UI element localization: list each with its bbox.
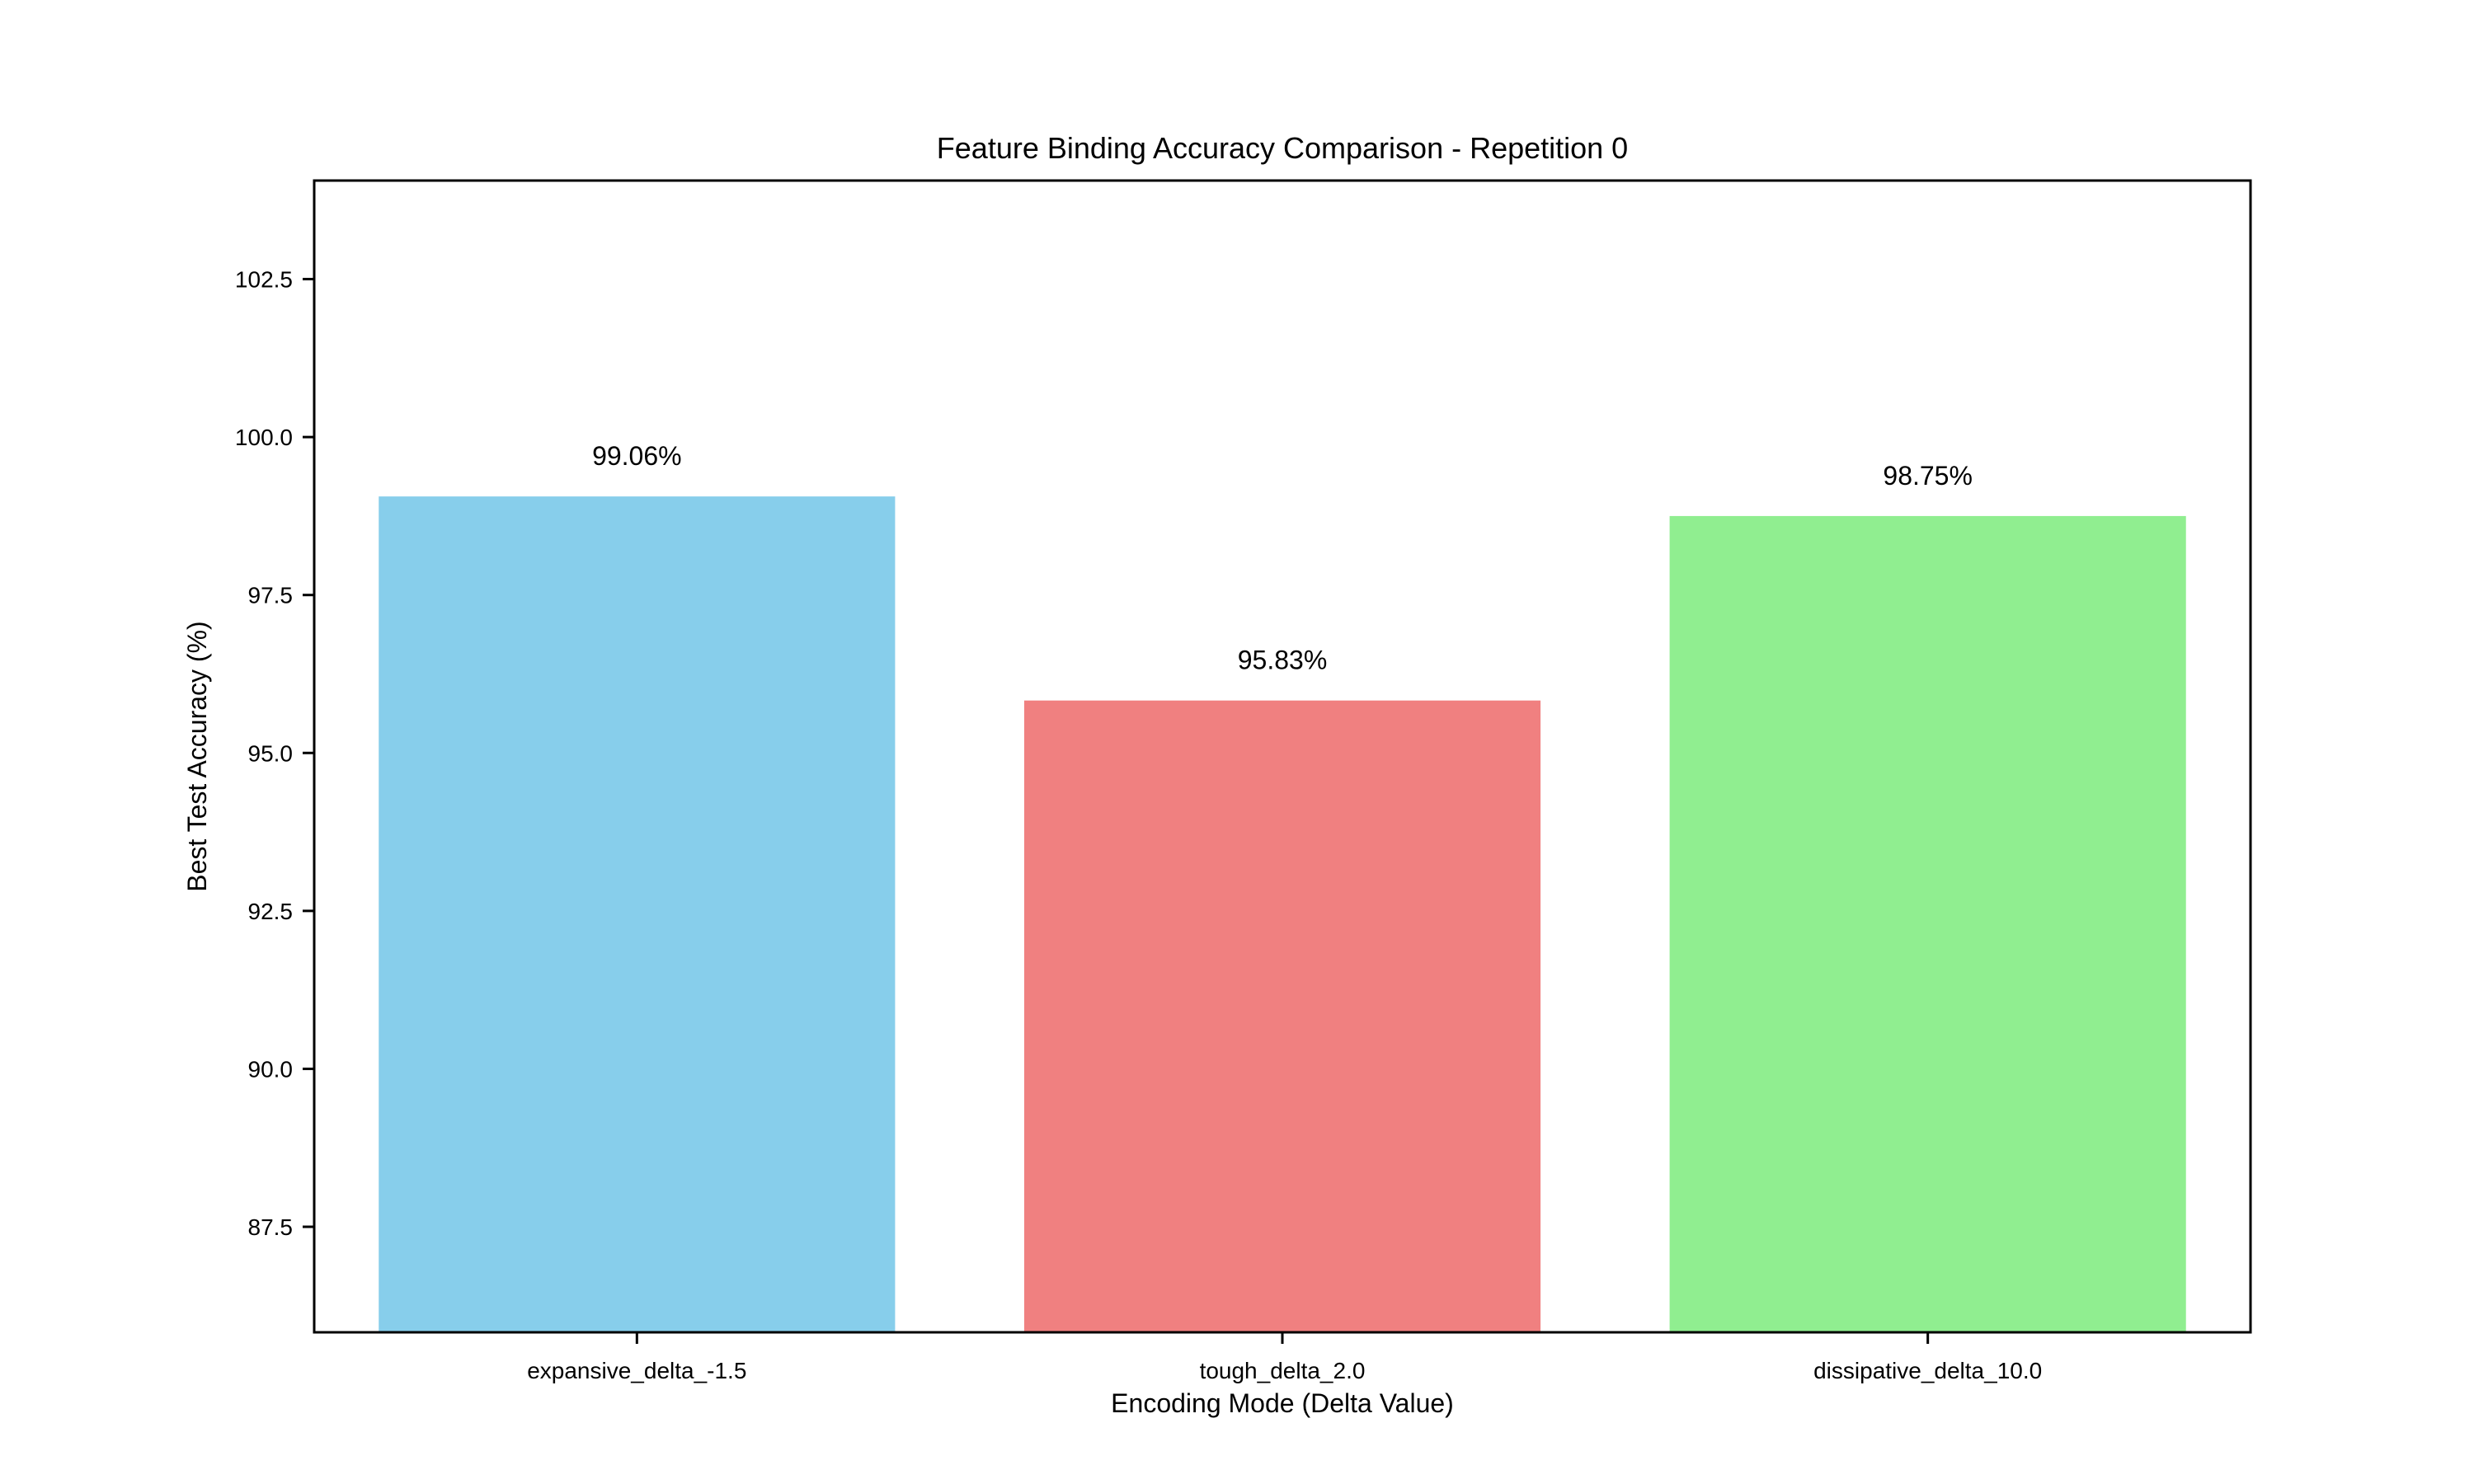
x-tick-label: dissipative_delta_10.0 bbox=[1813, 1358, 2042, 1383]
y-tick-label: 102.5 bbox=[235, 267, 293, 293]
bar-value-label: 99.06% bbox=[592, 441, 682, 471]
y-tick-label: 100.0 bbox=[235, 425, 293, 450]
y-axis-title: Best Test Accuracy (%) bbox=[182, 621, 212, 891]
y-tick-label: 95.0 bbox=[248, 740, 294, 766]
x-axis-title: Encoding Mode (Delta Value) bbox=[1111, 1388, 1454, 1418]
bar-value-label: 98.75% bbox=[1883, 461, 1973, 491]
value-labels-layer: 99.06% 95.83% 98.75% bbox=[592, 441, 1973, 675]
bar-tough_delta_2.0 bbox=[1023, 700, 1541, 1332]
y-tick-label: 90.0 bbox=[248, 1056, 294, 1082]
x-axis: expansive_delta_-1.5 tough_delta_2.0 dissi… bbox=[527, 1332, 2042, 1383]
bar-expansive_delta_-1.5 bbox=[379, 496, 896, 1332]
bars-layer bbox=[379, 496, 2186, 1332]
x-tick-label: tough_delta_2.0 bbox=[1200, 1358, 1366, 1383]
y-tick-label: 97.5 bbox=[248, 583, 294, 608]
x-tick-label: expansive_delta_-1.5 bbox=[527, 1358, 746, 1383]
y-tick-label: 87.5 bbox=[248, 1214, 294, 1240]
chart-title: Feature Binding Accuracy Comparison - Re… bbox=[937, 131, 1628, 165]
y-axis: 87.5 90.0 92.5 95.0 97.5 100.0 102.5 bbox=[235, 267, 314, 1240]
bar-value-label: 95.83% bbox=[1238, 646, 1328, 675]
y-tick-label: 92.5 bbox=[248, 899, 294, 924]
bar-dissipative_delta_10.0 bbox=[1669, 515, 2186, 1332]
